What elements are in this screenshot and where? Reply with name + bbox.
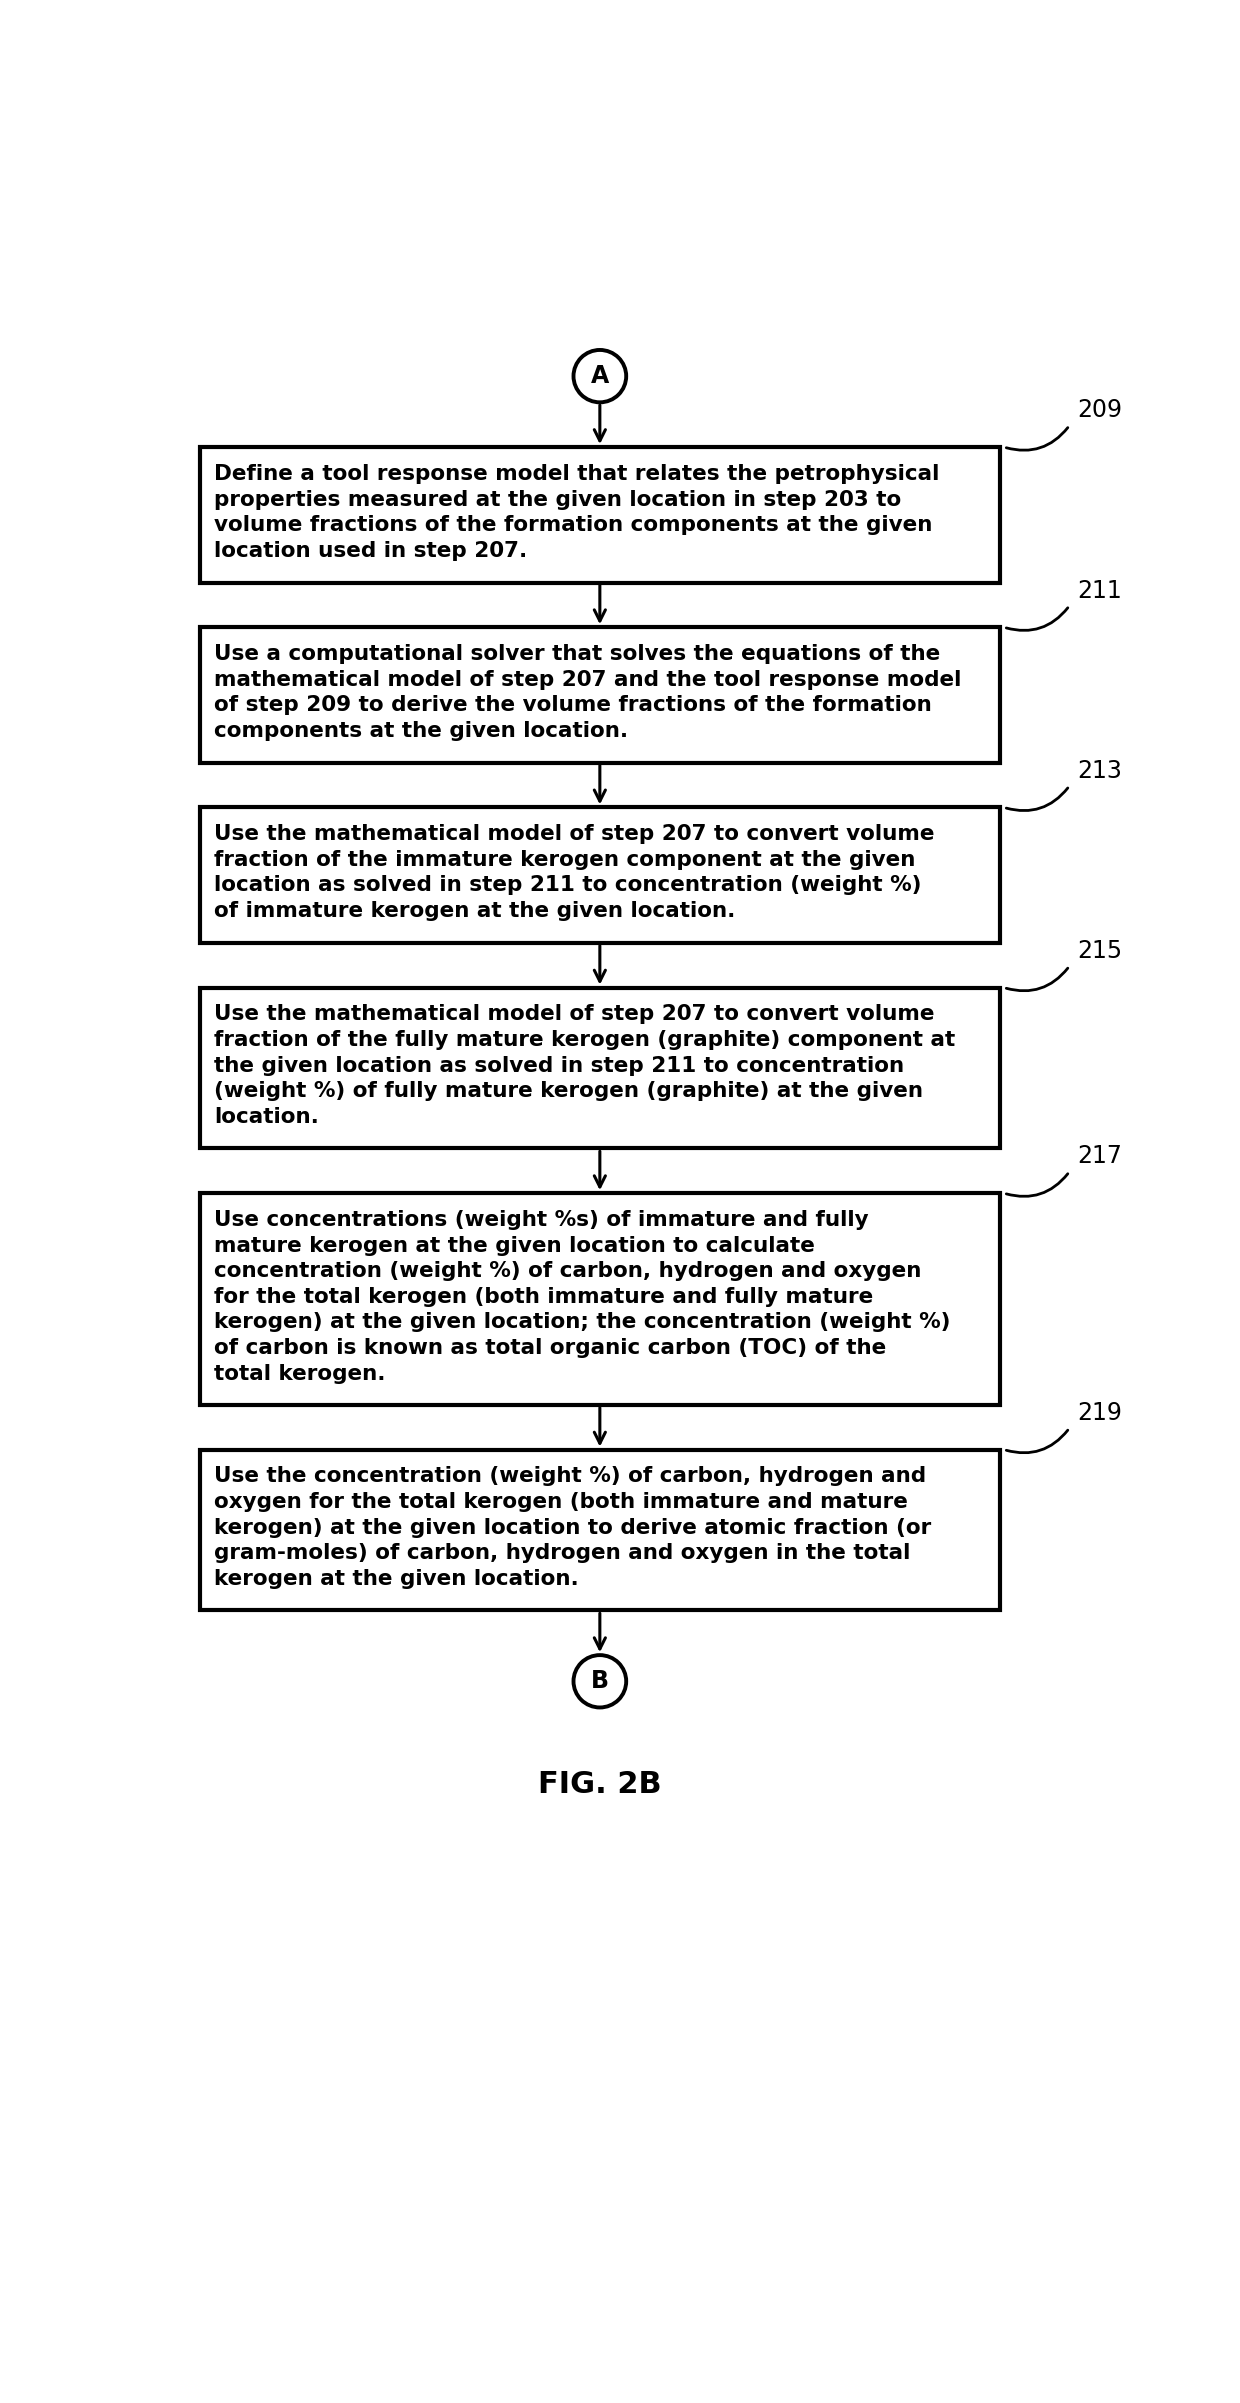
- Bar: [200, 1194, 999, 1406]
- Text: 219: 219: [1078, 1401, 1122, 1425]
- Text: B: B: [590, 1670, 609, 1694]
- Text: Use the concentration (weight %) of carbon, hydrogen and
oxygen for the total ke: Use the concentration (weight %) of carb…: [215, 1466, 931, 1588]
- Text: Use concentrations (weight %s) of immature and fully
mature kerogen at the given: Use concentrations (weight %s) of immatu…: [215, 1211, 950, 1384]
- Text: Use a computational solver that solves the equations of the
mathematical model o: Use a computational solver that solves t…: [215, 644, 961, 740]
- Bar: [200, 627, 999, 762]
- Bar: [200, 807, 999, 942]
- Text: 213: 213: [1078, 759, 1122, 783]
- Bar: [200, 1449, 999, 1610]
- Text: 209: 209: [1078, 399, 1122, 423]
- Text: Use the mathematical model of step 207 to convert volume
fraction of the fully m: Use the mathematical model of step 207 t…: [215, 1004, 955, 1127]
- Bar: [200, 447, 999, 582]
- Text: Define a tool response model that relates the petrophysical
properties measured : Define a tool response model that relate…: [215, 464, 939, 560]
- Text: 217: 217: [1078, 1144, 1122, 1168]
- Text: Use the mathematical model of step 207 to convert volume
fraction of the immatur: Use the mathematical model of step 207 t…: [215, 824, 935, 920]
- Text: A: A: [590, 365, 609, 389]
- Bar: [200, 988, 999, 1149]
- Text: 215: 215: [1078, 940, 1122, 964]
- Text: FIG. 2B: FIG. 2B: [538, 1771, 662, 1800]
- Text: 211: 211: [1078, 579, 1122, 603]
